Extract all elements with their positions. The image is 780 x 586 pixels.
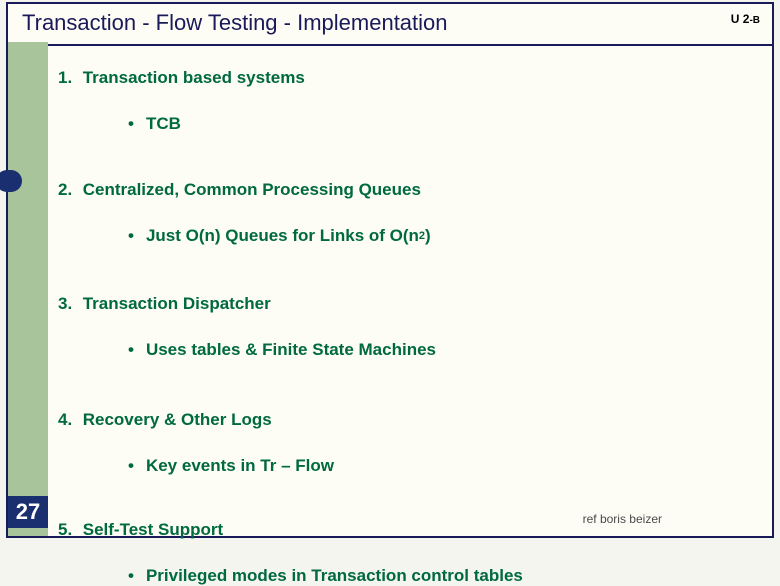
page-number-box: 27 — [8, 496, 48, 528]
list-item: 2. Centralized, Common Processing Queues… — [58, 180, 752, 246]
unit-main: U 2 — [731, 12, 750, 26]
item-number: 3. — [58, 294, 78, 314]
item-number: 1. — [58, 68, 78, 88]
item-heading: 1. Transaction based systems — [58, 68, 752, 88]
sub-prefix: Just O(n) Queues for Links of O(n — [146, 226, 419, 245]
unit-label: U 2-B — [731, 12, 760, 26]
item-heading: 3. Transaction Dispatcher — [58, 294, 752, 314]
item-number: 4. — [58, 410, 78, 430]
item-heading: 4. Recovery & Other Logs — [58, 410, 752, 430]
item-title: Self-Test Support — [83, 520, 223, 539]
item-title: Centralized, Common Processing Queues — [83, 180, 421, 199]
slide-frame: Transaction - Flow Testing - Implementat… — [6, 2, 774, 538]
sub-bullet: Uses tables & Finite State Machines — [128, 340, 752, 360]
item-heading: 2. Centralized, Common Processing Queues — [58, 180, 752, 200]
item-title: Transaction based systems — [83, 68, 305, 87]
sub-bullet: Key events in Tr – Flow — [128, 456, 752, 476]
side-stripe — [8, 42, 48, 536]
item-title: Recovery & Other Logs — [83, 410, 272, 429]
page-number: 27 — [16, 499, 40, 525]
list-item: 4. Recovery & Other Logs Key events in T… — [58, 410, 752, 476]
item-title: Transaction Dispatcher — [83, 294, 271, 313]
list-item: 3. Transaction Dispatcher Uses tables & … — [58, 294, 752, 360]
unit-suffix: -B — [749, 15, 760, 26]
sub-bullet: Just O(n) Queues for Links of O(n2) — [128, 226, 752, 246]
item-number: 5. — [58, 520, 78, 540]
sub-suffix: ) — [425, 226, 431, 245]
bullet-decoration — [0, 170, 22, 192]
item-number: 2. — [58, 180, 78, 200]
footer-reference: ref boris beizer — [583, 512, 662, 526]
content-area: 1. Transaction based systems TCB 2. Cent… — [58, 52, 752, 526]
list-item: 1. Transaction based systems TCB — [58, 68, 752, 134]
list-item: 5. Self-Test Support Privileged modes in… — [58, 520, 752, 586]
sub-bullet: TCB — [128, 114, 752, 134]
slide-title: Transaction - Flow Testing - Implementat… — [22, 10, 758, 36]
sub-bullet: Privileged modes in Transaction control … — [128, 566, 752, 586]
title-bar: Transaction - Flow Testing - Implementat… — [8, 4, 772, 46]
